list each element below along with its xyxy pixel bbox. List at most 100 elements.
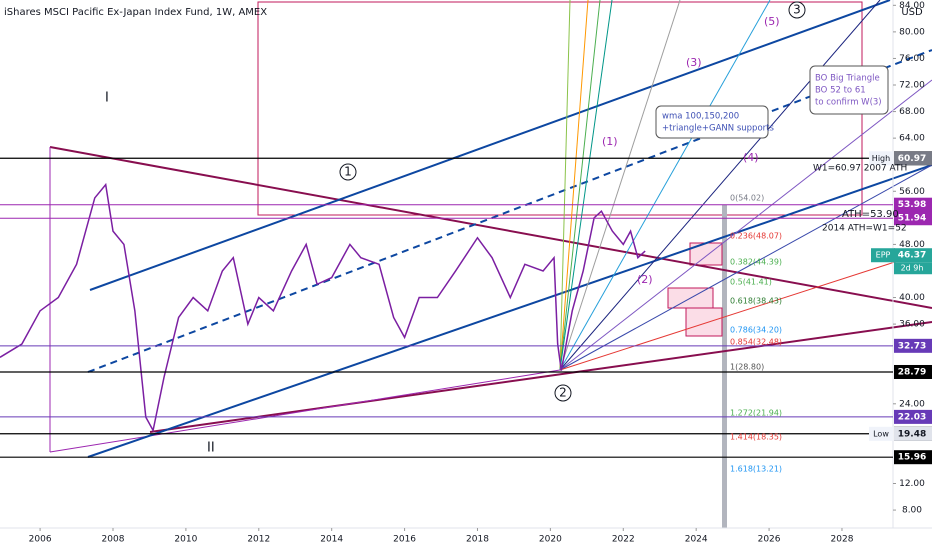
price-tag [894,409,932,424]
trendline [49,369,561,453]
currency: USD [901,7,923,18]
drawings [0,0,932,529]
tag-note: High [872,154,890,163]
price-tag-label: 46.37 [898,251,926,261]
y-tick-label: 40.00 [899,293,925,303]
future-bar [722,205,727,528]
fib-label: 1.414(18.35) [730,433,782,442]
annotation: to confirm W(3) [815,98,882,108]
price-tag-label: 51.94 [898,214,926,224]
price-tag-label: 22.03 [898,412,926,422]
x-tick-label: 2008 [102,535,125,545]
y-tick-label: 64.00 [899,134,925,144]
x-tick-label: 2012 [247,535,270,545]
gann [559,0,771,371]
callout [809,65,889,115]
y-tick-label: 36.00 [899,320,925,330]
gann [559,0,881,371]
fib-label: 0.236(48.07) [730,232,782,241]
y-tick-label: 8.00 [902,506,922,516]
x-tick-label: 2024 [685,535,708,545]
fib-label: 1(28.80) [730,363,764,372]
price-tag [894,151,932,166]
tag-note-bg [871,248,895,263]
y-tick-label: 56.00 [899,187,925,197]
tag-note-bg [869,151,893,166]
y-tick-label: 24.00 [899,399,925,409]
annotation: W1=60.97 2007 ATH [813,164,907,174]
price-tag [894,211,932,226]
y-tick-label: 72.00 [899,81,925,91]
wave-circle [788,1,806,19]
annotation: 3 [793,3,801,17]
fib-label: 1.618(13.21) [730,465,782,474]
x-tick-label: 2020 [539,535,562,545]
fib-label: 0(54.02) [730,194,764,203]
y-tick-label: 48.00 [899,240,925,250]
gann [559,249,932,371]
price-tag [894,248,932,263]
price-tag-label: 19.48 [898,429,926,439]
x-tick-label: 2022 [612,535,635,545]
channel [87,164,932,458]
annotation: (3) [686,56,702,69]
y-tick-label: 76.00 [899,54,925,64]
y-tick-label: 80.00 [899,27,925,37]
countdown: 2d 9h [901,264,924,273]
tag-note: EPP [876,251,891,260]
wave-circle [339,163,357,181]
gann [559,79,932,371]
x-tick-label: 2010 [174,535,197,545]
price-tag-label: 32.73 [898,341,926,351]
gann [559,164,932,371]
y-tick-label: 12.00 [899,479,925,489]
price-tag [894,197,932,212]
annotation: (2) [637,273,653,286]
annotation: BO Big Triangle [815,74,880,84]
x-tick-label: 2016 [393,535,416,545]
x-tick-label: 2014 [320,535,343,545]
annotation: 2014 ATH=W1=52 [822,224,907,234]
gann [559,0,613,371]
trendline [149,321,932,433]
gann [559,0,601,371]
x-tick-label: 2006 [29,535,52,545]
countdown-bg [894,262,932,275]
fib-label: 0.5(41.41) [730,278,772,287]
annotation: II [207,441,215,456]
fib-label: 0.382(44.39) [730,258,782,267]
fib-label: 0.854(32.48) [730,338,782,347]
y-tick-label: 84.00 [899,1,925,11]
annotation: (1) [602,135,618,148]
fib-label: 1.272(21.94) [730,409,782,418]
trendline [49,146,932,309]
price-tag-label: 28.79 [898,367,926,377]
gann [559,0,681,371]
annotation: (5) [764,15,780,28]
y-tick-label: 68.00 [899,107,925,117]
chart-title: iShares MSCI Pacific Ex-Japan Index Fund… [4,7,267,18]
annotation: +triangle+GANN supports [662,124,774,134]
price-tag-label: 15.96 [898,453,926,463]
price-tag [894,364,932,379]
gann [559,0,571,371]
wave-circle [554,384,572,402]
annotation: (4) [743,151,759,164]
channel [87,49,932,373]
annotation: wma 100,150,200 [662,112,739,122]
gann [559,0,589,371]
annotation: BO 52 to 61 [815,86,866,96]
x-tick-label: 2018 [466,535,489,545]
tag-note: Low [873,429,889,438]
annotation: 1 [344,165,352,179]
price-tag [894,450,932,465]
price-tag-label: 53.98 [898,200,926,210]
fib-label: 0.618(38.43) [730,297,782,306]
fib-label: 0.786(34.20) [730,326,782,335]
price-tag [894,426,932,441]
x-tick-label: 2028 [831,535,854,545]
channel [89,0,891,291]
price-line [0,182,646,433]
